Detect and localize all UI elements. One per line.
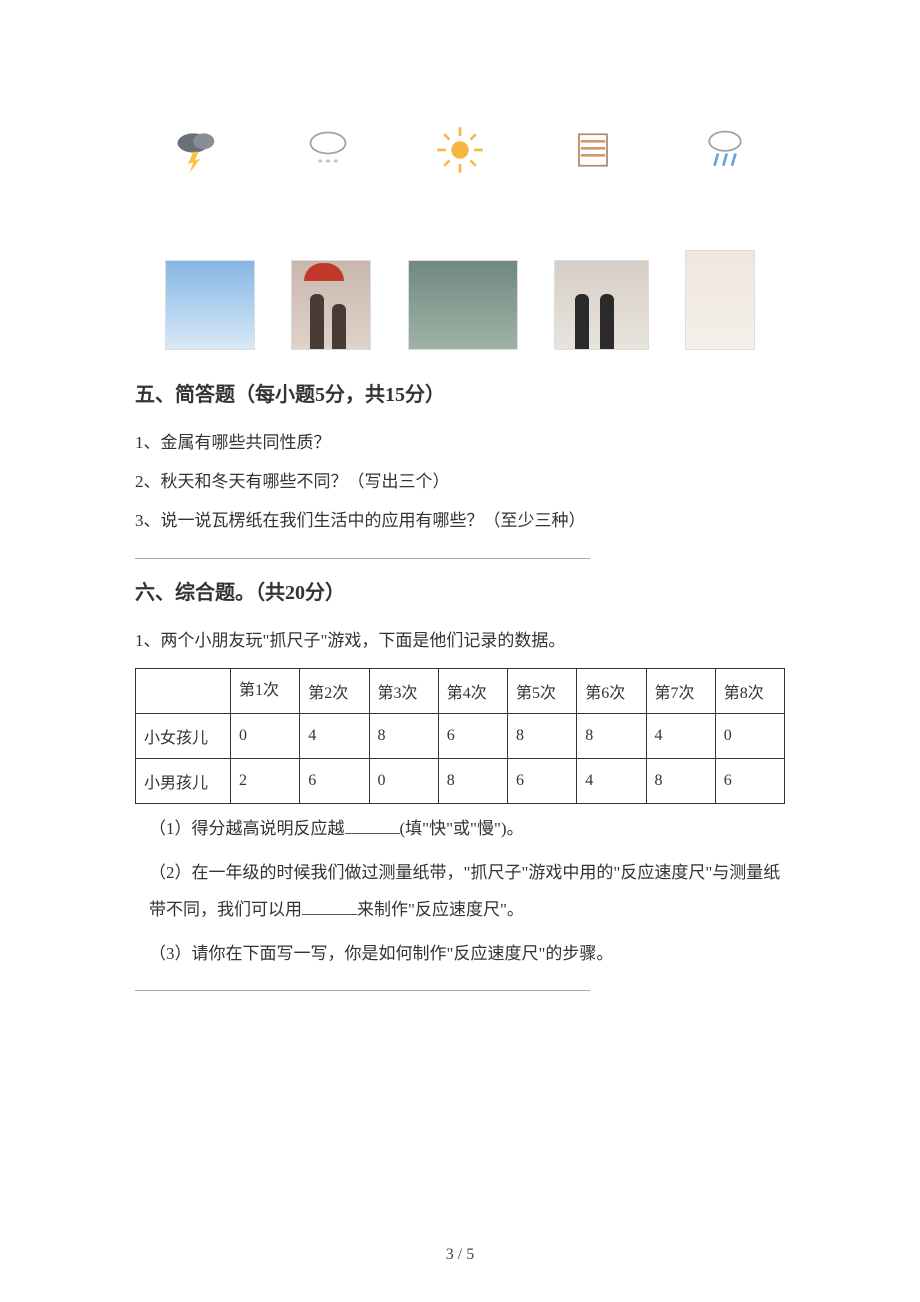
page-number: 3 / 5 xyxy=(0,1246,920,1264)
p2-text-b: 来制作"反应速度尺"。 xyxy=(357,900,524,919)
section6-p1: （1）得分越高说明反应越 (填"快"或"慢")。 xyxy=(149,810,785,847)
header-col1: 第1次 xyxy=(231,669,300,714)
cell: 8 xyxy=(369,714,438,759)
header-col4: 第4次 xyxy=(438,669,507,714)
scene-walking xyxy=(554,260,649,350)
cell: 8 xyxy=(508,714,577,759)
section6-p2: （2）在一年级的时候我们做过测量纸带，"抓尺子"游戏中用的"反应速度尺"与测量纸… xyxy=(149,854,785,929)
p1-text-a: （1）得分越高说明反应越 xyxy=(149,819,345,838)
divider-line-2 xyxy=(135,990,590,991)
weather-icons-row: * * * xyxy=(135,100,785,220)
section5-q2: 2、秋天和冬天有哪些不同？（写出三个） xyxy=(135,462,785,501)
section5-q3: 3、说一说瓦楞纸在我们生活中的应用有哪些？（至少三种） xyxy=(135,501,785,540)
cell: 8 xyxy=(438,759,507,804)
raincloud-icon xyxy=(695,120,755,180)
fill-blank-1[interactable] xyxy=(345,816,400,834)
p1-text-b: (填"快"或"慢")。 xyxy=(400,819,524,838)
header-col2: 第2次 xyxy=(300,669,369,714)
cell: 0 xyxy=(231,714,300,759)
section6-p3: （3）请你在下面写一写，你是如何制作"反应速度尺"的步骤。 xyxy=(149,935,785,972)
cell: 6 xyxy=(438,714,507,759)
cell: 6 xyxy=(508,759,577,804)
cell: 4 xyxy=(577,759,646,804)
section6-title: 六、综合题。（共20分） xyxy=(135,577,785,609)
cell: 4 xyxy=(646,714,715,759)
cell: 0 xyxy=(369,759,438,804)
table-header-row: 第1次 第2次 第3次 第4次 第5次 第6次 第7次 第8次 xyxy=(136,669,785,714)
cell: 4 xyxy=(300,714,369,759)
section5-title: 五、简答题（每小题5分，共15分） xyxy=(135,379,785,411)
cell: 0 xyxy=(715,714,784,759)
cell: 8 xyxy=(646,759,715,804)
cell: 2 xyxy=(231,759,300,804)
svg-text:* * *: * * * xyxy=(317,158,338,169)
table-row: 小男孩儿 2 6 0 8 6 4 8 6 xyxy=(136,759,785,804)
cell: 8 xyxy=(577,714,646,759)
section6-intro: 1、两个小朋友玩"抓尺子"游戏，下面是他们记录的数据。 xyxy=(135,621,785,660)
divider-line-1 xyxy=(135,558,590,559)
row2-label: 小男孩儿 xyxy=(136,759,231,804)
fill-blank-2[interactable] xyxy=(302,897,357,915)
header-col6: 第6次 xyxy=(577,669,646,714)
header-col3: 第3次 xyxy=(369,669,438,714)
cell: 6 xyxy=(715,759,784,804)
section5-q1: 1、金属有哪些共同性质？ xyxy=(135,423,785,462)
scene-umbrella xyxy=(291,260,371,350)
row1-label: 小女孩儿 xyxy=(136,714,231,759)
scene-images-row xyxy=(135,220,785,365)
table-row: 小女孩儿 0 4 8 6 8 8 4 0 xyxy=(136,714,785,759)
scene-foggy xyxy=(685,250,755,350)
header-col7: 第7次 xyxy=(646,669,715,714)
document-page: * * * 五、简答题（每小题5分，共15分） 1、金属有哪些共同性质？ 2、秋… xyxy=(0,0,920,1302)
header-blank xyxy=(136,669,231,714)
scene-lightning xyxy=(408,260,518,350)
snowcloud-icon: * * * xyxy=(298,120,358,180)
fog-icon xyxy=(563,120,623,180)
header-col8: 第8次 xyxy=(715,669,784,714)
header-col5: 第5次 xyxy=(508,669,577,714)
cell: 6 xyxy=(300,759,369,804)
sun-icon xyxy=(430,120,490,180)
reaction-data-table: 第1次 第2次 第3次 第4次 第5次 第6次 第7次 第8次 小女孩儿 0 4… xyxy=(135,668,785,804)
thundercloud-icon xyxy=(165,120,225,180)
scene-sunny xyxy=(165,260,255,350)
